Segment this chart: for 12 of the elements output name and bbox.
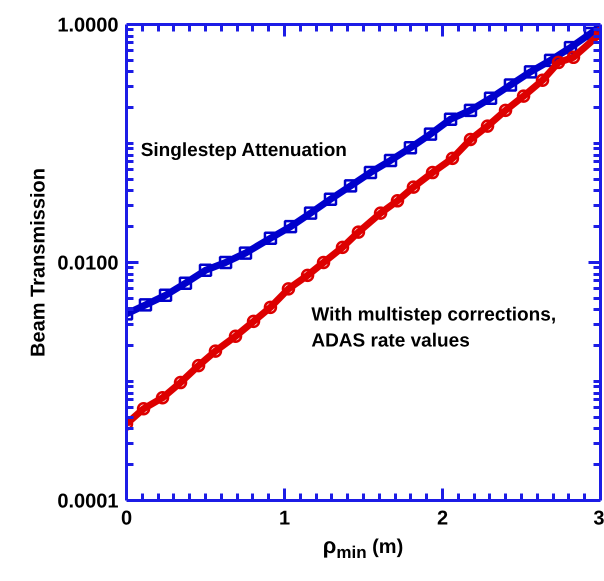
x-tick-label: 1 (278, 508, 290, 530)
x-tick-label: 2 (436, 508, 448, 530)
y-axis-title: Beam Transmission (27, 168, 50, 357)
annotation: ADAS rate values (311, 330, 470, 352)
x-axis-title: ρ$_{min}$ (m) (322, 533, 404, 564)
x-tick-label: 3 (593, 508, 604, 530)
y-tick-label: 1.0000 (57, 14, 118, 36)
x-tick-label: 0 (120, 508, 132, 530)
annotation: Singlestep Attenuation (140, 140, 347, 162)
annotation: With multistep corrections, (311, 304, 556, 326)
y-tick-label: 0.0001 (57, 490, 118, 512)
y-tick-label: 0.0100 (57, 252, 118, 274)
